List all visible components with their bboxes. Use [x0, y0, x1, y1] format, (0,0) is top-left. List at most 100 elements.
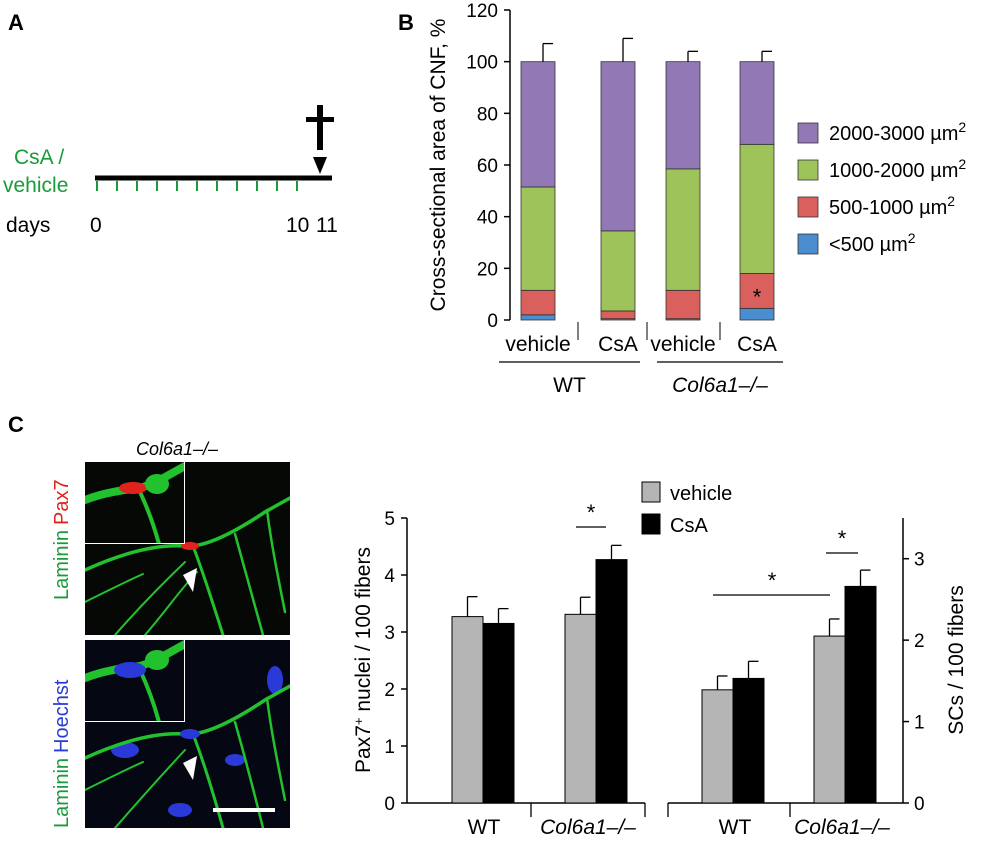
satellite-cell-bar-charts: 0 1 2 3 4 5 Pax7+ nuclei / 100 fibers 0 1 2 3 SCs /… — [351, 481, 968, 839]
pax7-bar — [595, 559, 628, 804]
micrograph-pax7-inset — [85, 462, 185, 544]
pax7-category-label: Col6a1–/– — [540, 816, 636, 839]
stacked-bar-segment — [665, 289, 701, 320]
sacrifice-arrowhead-icon — [313, 157, 327, 174]
pax7-category-label: WT — [468, 816, 501, 839]
micrograph-hoechst-inset — [85, 640, 185, 722]
left-y-axis-title: Pax7+ nuclei / 100 fibers — [351, 547, 375, 773]
category-label: CsA — [598, 333, 638, 356]
y-tick-label: 0 — [487, 311, 498, 332]
micrograph-title: Col6a1–/– — [136, 439, 219, 459]
inset-pax7-image — [85, 462, 184, 543]
sc-bar — [701, 689, 734, 804]
pax7-bar — [564, 613, 597, 804]
day-label-0: 0 — [90, 214, 102, 237]
y-axis-title: Cross-sectional area of CNF, % — [427, 19, 450, 312]
stacked-bar-segment — [600, 61, 636, 232]
stacked-bar-segment — [665, 61, 701, 170]
day-label-11: 11 — [316, 214, 338, 237]
stacked-bar-segment — [739, 61, 775, 145]
stacked-bar-segment — [600, 310, 636, 320]
stain-top-pax7: Pax7 — [51, 479, 73, 525]
right-y-axis-title: SCs / 100 fibers — [945, 585, 968, 734]
pax7-arrowhead-icon — [183, 568, 197, 592]
y-tick-label: 40 — [477, 208, 498, 229]
legend-swatch — [797, 196, 819, 218]
significance-star: * — [768, 568, 777, 593]
legend-label: 500-1000 µm2 — [829, 193, 955, 219]
stacked-bar-segment — [520, 289, 556, 316]
treatment-label-line2: vehicle — [3, 174, 68, 197]
panel-label-a: A — [8, 10, 24, 35]
pax7-bar — [451, 616, 484, 804]
stacked-bar-segment — [739, 143, 775, 274]
pax7-bar — [482, 622, 515, 804]
legend-swatch — [797, 122, 819, 144]
legend-label: vehicle — [670, 483, 732, 505]
legend-label: <500 µm2 — [829, 230, 916, 256]
stacked-bar-chart: 0 20 40 60 80 100 120 Cross-sectional area of C… — [427, 1, 966, 397]
right-y-tick-label: 0 — [914, 794, 925, 815]
micrograph-pax7-laminin — [85, 462, 290, 635]
right-y-tick-label: 2 — [914, 631, 925, 652]
significance-star: * — [753, 285, 762, 310]
group-label: Col6a1–/– — [672, 374, 768, 397]
legend-swatch — [797, 159, 819, 181]
sc-bar — [844, 585, 877, 804]
left-y-tick-label: 0 — [384, 794, 395, 815]
day-label-10: 10 — [286, 214, 309, 237]
micrograph-hoechst-laminin — [85, 640, 290, 828]
sc-bar — [813, 635, 846, 804]
left-y-tick-label: 3 — [384, 623, 395, 644]
right-y-tick-label: 3 — [914, 550, 925, 571]
panel-label-c: C — [8, 412, 24, 437]
y-tick-label: 80 — [477, 104, 498, 125]
legend-label: 2000-3000 µm2 — [829, 119, 966, 145]
legend-label: 1000-2000 µm2 — [829, 156, 966, 182]
right-y-tick-label: 1 — [914, 713, 925, 734]
group-label: WT — [553, 374, 586, 397]
y-tick-label: 120 — [466, 1, 498, 22]
stacked-bar-segment — [739, 273, 775, 309]
stain-label-top: Laminin Pax7 — [51, 479, 73, 600]
significance-star: * — [838, 526, 847, 551]
stacked-bar-segment — [739, 307, 775, 321]
dagger-icon — [306, 105, 334, 150]
significance-star: * — [587, 500, 596, 525]
stain-bottom-laminin: Laminin — [51, 758, 73, 828]
category-label: CsA — [737, 333, 777, 356]
inset-hoechst-image — [85, 640, 184, 721]
legend-swatch — [641, 513, 661, 535]
sc-category-label: Col6a1–/– — [794, 816, 890, 839]
timeline-panel: CsA / vehicle days 0 10 11 — [3, 105, 338, 237]
y-tick-label: 20 — [477, 259, 498, 280]
stain-top-laminin: Laminin — [51, 530, 73, 600]
stacked-bar-segment — [600, 230, 636, 312]
stacked-bar-segment — [665, 168, 701, 291]
left-y-tick-label: 4 — [384, 566, 395, 587]
stain-label-bottom: Laminin Hoechst — [51, 679, 73, 828]
legend-label: CsA — [670, 515, 708, 537]
micrograph-captions: Col6a1–/– Laminin Pax7 Laminin Hoechst — [51, 439, 219, 828]
legend-swatch — [797, 233, 819, 255]
sc-category-label: WT — [719, 816, 752, 839]
sc-bar — [732, 677, 765, 804]
y-tick-label: 60 — [477, 156, 498, 177]
left-y-tick-label: 5 — [384, 509, 395, 530]
scale-bar — [213, 808, 275, 812]
category-label: vehicle — [650, 333, 715, 356]
days-label: days — [6, 214, 50, 237]
left-y-tick-label: 2 — [384, 680, 395, 701]
left-y-tick-label: 1 — [384, 737, 395, 758]
stacked-bar-segment — [520, 61, 556, 188]
treatment-label-line1: CsA / — [14, 146, 64, 169]
category-label: vehicle — [505, 333, 570, 356]
legend-swatch — [641, 481, 661, 503]
panel-label-b: B — [398, 10, 414, 35]
hoechst-arrowhead-icon — [183, 756, 197, 780]
micrograph-pax7-image — [85, 462, 290, 635]
stacked-bar-segment — [520, 314, 556, 321]
injection-ticks — [96, 181, 298, 191]
y-tick-label: 100 — [466, 53, 498, 74]
